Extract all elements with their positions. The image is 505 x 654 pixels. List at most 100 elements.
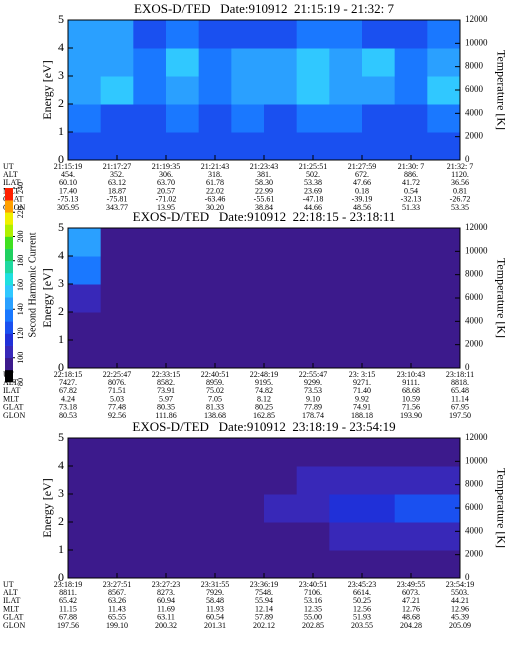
heat-cell (133, 48, 167, 77)
heat-cell (427, 438, 461, 467)
row-value: 23.69 (304, 186, 322, 195)
y2-tick-label: 12000 (465, 222, 488, 232)
y-tick-label: 1 (58, 332, 64, 346)
y2-tick-label: 6000 (465, 292, 484, 302)
row-value: 23:18:11 (446, 370, 474, 379)
heat-cell (198, 256, 232, 285)
row-label: ILAT (3, 178, 20, 187)
y2-tick-label: 8000 (465, 61, 484, 71)
row-value: 23:36:19 (250, 580, 278, 589)
heat-cell (68, 48, 102, 77)
heat-cell (394, 312, 428, 341)
heat-cell (329, 550, 363, 579)
heat-cell (296, 494, 330, 523)
heat-cell (427, 494, 461, 523)
row-value: 672. (355, 170, 369, 179)
row-value: 23:54:19 (446, 580, 474, 589)
row-value: 12.96 (451, 604, 469, 613)
y-tick-label: 2 (58, 514, 64, 528)
row-value: 352. (110, 170, 124, 179)
heat-cell (394, 256, 428, 285)
heat-cell (231, 466, 265, 495)
row-value: 22:18:15 (54, 370, 82, 379)
heat-cell (329, 48, 363, 77)
heat-cell (362, 550, 396, 579)
row-value: -39.19 (352, 195, 373, 204)
row-value: 60.54 (206, 613, 224, 622)
row-value: -75.13 (58, 195, 79, 204)
heat-cell (100, 48, 134, 77)
heat-cell (427, 48, 461, 77)
y-axis-label: Energy [eV] (40, 60, 54, 119)
y-tick-label: 0 (58, 360, 64, 374)
row-value: 5.03 (110, 394, 124, 403)
row-label: GLON (3, 203, 25, 212)
row-value: 11.93 (206, 604, 224, 613)
heat-cell (100, 76, 134, 105)
colorbar-swatch (5, 369, 13, 383)
heat-cell (133, 550, 167, 579)
row-value: 71.51 (108, 386, 126, 395)
row-value: 12.35 (304, 604, 322, 613)
heat-cell (68, 104, 102, 133)
heat-cell (264, 256, 298, 285)
row-value: 20.57 (157, 186, 175, 195)
row-value: 7.05 (208, 394, 222, 403)
row-value: 65.48 (451, 386, 469, 395)
heat-cell (329, 76, 363, 105)
row-label: GLAT (3, 195, 24, 204)
heat-cell (296, 104, 330, 133)
row-value: 23: 3:15 (349, 370, 375, 379)
heat-cell (68, 284, 102, 313)
y-tick-label: 3 (58, 68, 64, 82)
row-value: 75.02 (206, 386, 224, 395)
heat-cell (166, 494, 200, 523)
row-value: 74.91 (353, 403, 371, 412)
row-value: 22:48:19 (250, 370, 278, 379)
row-value: 178.74 (302, 411, 324, 420)
heat-cell (68, 466, 102, 495)
y2-tick-label: 0 (465, 154, 470, 164)
row-value: 21:25:51 (299, 162, 327, 171)
y2-tick-label: 12000 (465, 14, 488, 24)
heat-cell (166, 76, 200, 105)
heat-cell (231, 48, 265, 77)
row-value: 60.10 (59, 178, 77, 187)
row-value: 77.48 (108, 403, 126, 412)
y-tick-label: 4 (58, 40, 64, 54)
heat-cell (100, 104, 134, 133)
heat-cell (296, 228, 330, 257)
y2-tick-label: 4000 (465, 315, 484, 325)
heat-cell (296, 312, 330, 341)
row-value: 63.11 (157, 613, 175, 622)
colorbar-swatch (5, 309, 13, 322)
heat-cell (198, 104, 232, 133)
row-value: 454. (61, 170, 75, 179)
heat-cell (427, 550, 461, 579)
row-value: 63.26 (108, 596, 126, 605)
heat-cell (133, 312, 167, 341)
row-value: 9111. (402, 378, 419, 387)
row-label: ALT (3, 378, 18, 387)
heat-cell (133, 284, 167, 313)
row-label: MLT (3, 604, 19, 613)
row-value: 193.90 (400, 411, 422, 420)
row-label: ALT (3, 588, 18, 597)
row-value: 22:33:15 (152, 370, 180, 379)
heat-cell (231, 284, 265, 313)
row-value: 162.85 (253, 411, 275, 420)
row-value: 63.12 (108, 178, 126, 187)
row-value: 202.85 (302, 621, 324, 630)
row-value: 8818. (451, 378, 469, 387)
heat-cell (296, 76, 330, 105)
colorbar-swatch (5, 272, 13, 286)
row-label: UT (3, 580, 14, 589)
row-value: 51.33 (402, 203, 420, 212)
row-value: 81.33 (206, 403, 224, 412)
row-value: 65.42 (59, 596, 77, 605)
row-label: MLT (3, 394, 19, 403)
heat-cell (394, 104, 428, 133)
panel-title: EXOS-D/TED Date:910912 22:18:15 - 23:18:… (133, 209, 396, 224)
row-value: 23:27:51 (103, 580, 131, 589)
row-value: 45.39 (451, 613, 469, 622)
